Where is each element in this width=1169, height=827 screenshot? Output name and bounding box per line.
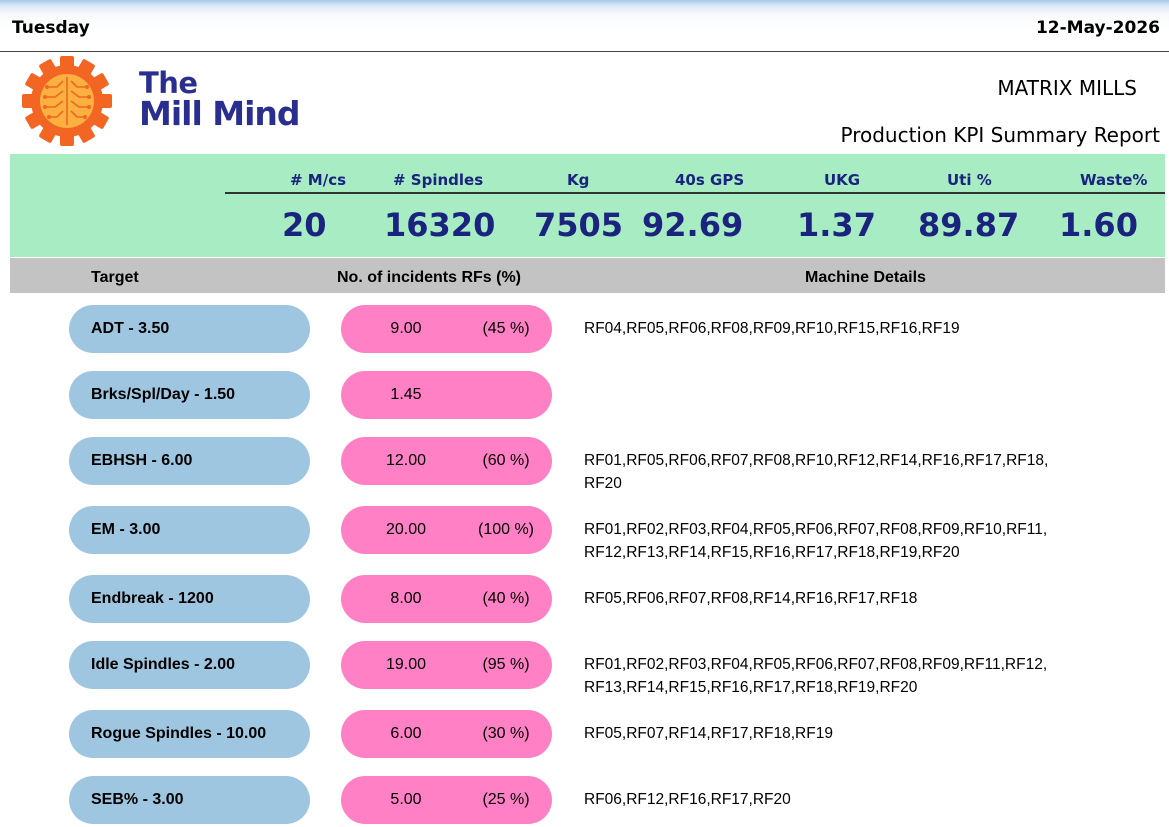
kpi-label-machines: # M/cs [290, 171, 347, 189]
header-target: Target [91, 269, 139, 286]
brand-name-line2: Mill Mind [139, 94, 301, 133]
table-row: Endbreak - 1200 8.00 (40 %) RF05,RF06,RF… [0, 575, 1169, 625]
target-pill: ADT - 3.50 [69, 305, 310, 353]
incident-count: 9.00 [390, 320, 422, 337]
incident-pill: 1.45 [341, 371, 552, 419]
kpi-value-kg: 7505 [534, 206, 624, 244]
table-row: EM - 3.00 20.00 (100 %) RF01,RF02,RF03,R… [0, 506, 1169, 561]
incident-count: 5.00 [390, 791, 422, 808]
table-row: SEB% - 3.00 5.00 (25 %) RF06,RF12,RF16,R… [0, 776, 1169, 826]
target-pill: EM - 3.00 [69, 506, 310, 554]
target-pill: SEB% - 3.00 [69, 776, 310, 824]
incident-pill: 9.00 (45 %) [341, 305, 552, 353]
machine-details: RF01,RF02,RF03,RF04,RF05,RF06,RF07,RF08,… [584, 656, 1048, 696]
top-bar: Tuesday 12-May-2026 [0, 0, 1169, 52]
header-machine-details: Machine Details [805, 269, 926, 286]
incident-pill: 8.00 (40 %) [341, 575, 552, 623]
incident-pill: 6.00 (30 %) [341, 710, 552, 758]
machine-details: RF04,RF05,RF06,RF08,RF09,RF10,RF15,RF16,… [584, 320, 960, 337]
target-pill: Endbreak - 1200 [69, 575, 310, 623]
kpi-value-machines: 20 [282, 206, 327, 244]
kpi-value-uti: 89.87 [918, 206, 1020, 244]
incident-pill: 20.00 (100 %) [341, 506, 552, 554]
table-row: Brks/Spl/Day - 1.50 1.45 [0, 371, 1169, 421]
incident-count: 1.45 [390, 386, 422, 403]
incident-count: 20.00 [385, 521, 427, 538]
kpi-label-kg: Kg [567, 171, 590, 189]
incident-percent: (95 %) [482, 656, 530, 673]
target-pill: Brks/Spl/Day - 1.50 [69, 371, 310, 419]
machine-details: RF06,RF12,RF16,RF17,RF20 [584, 791, 791, 808]
incident-pill: 12.00 (60 %) [341, 437, 552, 485]
kpi-value-gps: 92.69 [642, 206, 744, 244]
incident-count: 19.00 [385, 656, 427, 673]
incident-pill: 19.00 (95 %) [341, 641, 552, 689]
brand-name-line1: The [139, 66, 198, 100]
company-name: MATRIX MILLS [997, 76, 1137, 100]
incident-count: 8.00 [390, 590, 422, 607]
target-pill: Rogue Spindles - 10.00 [69, 710, 310, 758]
mill-mind-logo-icon [22, 56, 112, 146]
target-pill: EBHSH - 6.00 [69, 437, 310, 485]
kpi-label-spindles: # Spindles [393, 171, 484, 189]
table-row: Idle Spindles - 2.00 19.00 (95 %) RF01,R… [0, 641, 1169, 696]
incident-percent: (25 %) [482, 791, 530, 808]
kpi-summary-band: # M/cs # Spindles Kg 40s GPS UKG Uti % W… [10, 154, 1165, 257]
incident-pill: 5.00 (25 %) [341, 776, 552, 824]
kpi-divider [225, 192, 1165, 194]
kpi-label-ukg: UKG [824, 171, 861, 189]
incident-percent: (100 %) [477, 521, 535, 538]
report-title: Production KPI Summary Report [840, 123, 1160, 147]
machine-details: RF05,RF07,RF14,RF17,RF18,RF19 [584, 725, 833, 742]
incident-percent: (40 %) [482, 590, 530, 607]
date-label: 12-May-2026 [1035, 18, 1160, 38]
day-label: Tuesday [12, 18, 90, 38]
target-pill: Idle Spindles - 2.00 [69, 641, 310, 689]
kpi-label-uti: Uti % [947, 171, 992, 189]
machine-details: RF01,RF05,RF06,RF07,RF08,RF10,RF12,RF14,… [584, 452, 1049, 492]
table-row: Rogue Spindles - 10.00 6.00 (30 %) RF05,… [0, 710, 1169, 760]
table-header: Target No. of incidents RFs (%) Machine … [10, 258, 1165, 293]
header-incidents: No. of incidents RFs (%) [337, 269, 521, 286]
incident-percent: (30 %) [482, 725, 530, 742]
incident-percent: (45 %) [482, 320, 530, 337]
table-row: ADT - 3.50 9.00 (45 %) RF04,RF05,RF06,RF… [0, 305, 1169, 355]
kpi-label-waste: Waste% [1080, 171, 1148, 189]
machine-details: RF05,RF06,RF07,RF08,RF14,RF16,RF17,RF18 [584, 590, 918, 607]
kpi-value-spindles: 16320 [384, 206, 496, 244]
incident-count: 6.00 [390, 725, 422, 742]
machine-details: RF01,RF02,RF03,RF04,RF05,RF06,RF07,RF08,… [584, 521, 1048, 561]
table-row: EBHSH - 6.00 12.00 (60 %) RF01,RF05,RF06… [0, 437, 1169, 492]
incident-percent: (60 %) [482, 452, 530, 469]
incident-count: 12.00 [385, 452, 427, 469]
kpi-label-gps: 40s GPS [675, 171, 745, 189]
kpi-value-waste: 1.60 [1059, 206, 1138, 244]
kpi-value-ukg: 1.37 [797, 206, 876, 244]
